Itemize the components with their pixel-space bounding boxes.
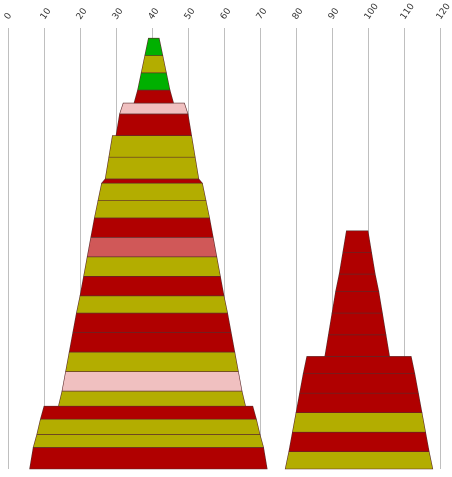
x-tick-label: 100 (363, 2, 381, 22)
column-1-segment-4 (40, 405, 257, 420)
column-1-segment-12 (83, 256, 221, 277)
x-tick-label: 60 (219, 6, 234, 21)
column-1-segment-2 (32, 434, 264, 448)
column-2-segment-9 (331, 291, 383, 314)
x-tick-label: 70 (255, 6, 270, 21)
column-1-segment-15 (94, 200, 210, 219)
x-tick-label: 30 (111, 6, 126, 21)
column-1-segment-9 (72, 312, 232, 333)
column-2-segment-8 (328, 312, 387, 336)
column-1-segment-23 (137, 72, 171, 91)
column-2-segment-12 (342, 230, 372, 253)
column-1-segment-22 (133, 89, 174, 104)
x-tick-label: 120 (435, 2, 452, 22)
column-2-segment-10 (335, 273, 380, 292)
x-tick-label: 90 (327, 6, 342, 21)
column-2-segment-4 (295, 392, 423, 414)
x-tick-label: 110 (399, 2, 417, 22)
column-2 (284, 230, 434, 470)
column-1-segment-16 (97, 182, 207, 201)
column-1 (29, 37, 268, 470)
column-1-segment-18 (104, 156, 200, 180)
column-1-segment-17 (100, 178, 204, 184)
column-1-segment-25 (144, 37, 164, 56)
column-1-segment-8 (68, 332, 236, 353)
column-1-segment-24 (140, 55, 167, 74)
column-1-segment-6 (61, 371, 243, 392)
column-1-segment-20 (115, 113, 192, 136)
column-2-segment-3 (292, 412, 426, 433)
column-1-segment-1 (29, 447, 268, 470)
x-tick-label: 80 (291, 6, 306, 21)
column-1-segment-14 (90, 217, 214, 238)
column-2-segment-5 (299, 373, 419, 394)
column-1-segment-10 (76, 295, 228, 314)
column-1-segment-7 (65, 351, 239, 372)
x-tick-label: 10 (39, 6, 54, 21)
column-1-segment-5 (58, 390, 246, 407)
x-tick-label: 0 (3, 11, 15, 22)
column-2-segment-1 (284, 451, 434, 470)
column-1-segment-13 (86, 237, 218, 258)
x-tick-labels: 0 10 20 30 40 50 60 70 80 90 100 110 120 (3, 2, 452, 22)
column-2-segment-7 (324, 334, 390, 357)
column-2-segment-6 (302, 356, 416, 375)
x-tick-label: 50 (183, 6, 198, 21)
column-1-segment-11 (79, 275, 225, 297)
column-1-segment-3 (36, 418, 261, 435)
column-2-segment-2 (288, 431, 430, 453)
column-1-segment-19 (108, 135, 196, 158)
x-tick-label: 40 (147, 6, 162, 21)
tapered-columns (29, 37, 434, 470)
x-tick-label: 20 (75, 6, 90, 21)
column-2-segment-11 (338, 252, 376, 275)
column-1-segment-21 (119, 102, 189, 115)
